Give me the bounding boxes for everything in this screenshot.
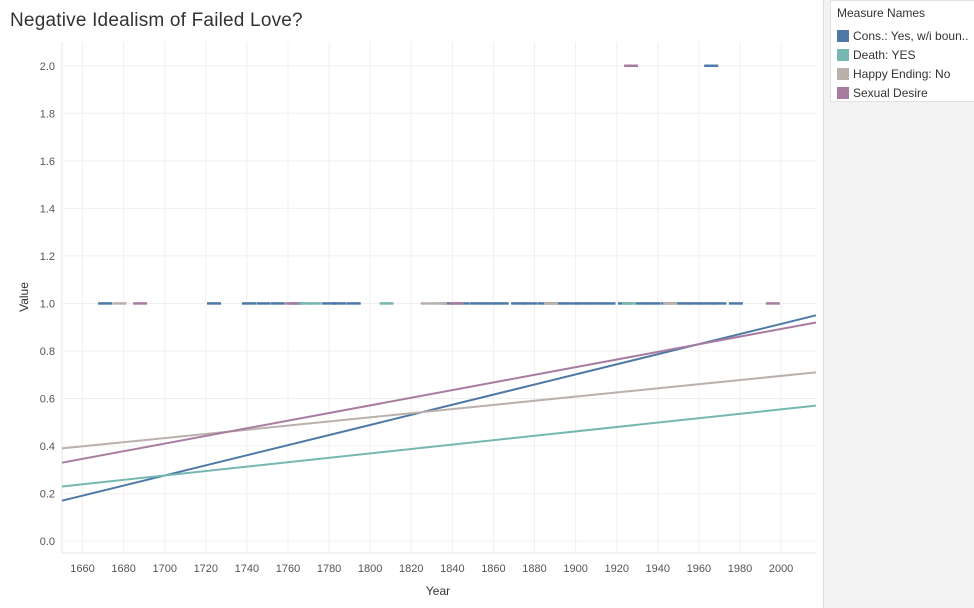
- y-tick-label: 1.2: [40, 251, 55, 263]
- x-tick-label: 1840: [440, 563, 464, 575]
- x-tick-label: 1880: [522, 563, 546, 575]
- legend-item-happy-ending[interactable]: Happy Ending: No: [837, 67, 974, 83]
- legend-title: Measure Names: [837, 6, 926, 20]
- x-tick-label: 1820: [399, 563, 423, 575]
- x-tick-label: 1940: [646, 563, 670, 575]
- y-tick-label: 1.6: [40, 156, 55, 168]
- chart-canvas: 1660 1680 1700 1720 1740 1760 1780 1800 1820 1840…: [17, 42, 817, 598]
- x-axis-label: Year: [426, 584, 450, 598]
- x-tick-label: 1680: [111, 563, 135, 575]
- y-tick-label: 2.0: [40, 61, 55, 73]
- plot-area: [62, 42, 816, 553]
- legend-swatch: [837, 49, 849, 61]
- x-tick-label: 1800: [358, 563, 382, 575]
- x-tick-label: 1920: [604, 563, 628, 575]
- x-tick-label: 1780: [317, 563, 341, 575]
- legend: Measure Names Cons.: Yes, w/i boun.. Dea…: [830, 0, 974, 102]
- legend-swatch: [837, 68, 849, 80]
- y-tick-label: 0.6: [40, 394, 55, 406]
- trend-line: [61, 404, 817, 488]
- y-tick-label: 1.0: [40, 298, 55, 310]
- legend-panel: Measure Names Cons.: Yes, w/i boun.. Dea…: [823, 0, 974, 608]
- x-tick-label: 1700: [152, 563, 176, 575]
- x-tick-label: 1900: [563, 563, 587, 575]
- x-tick-label: 1760: [276, 563, 300, 575]
- x-tick-label: 1660: [70, 563, 94, 575]
- y-tick-label: 1.8: [40, 108, 55, 120]
- legend-item-cons[interactable]: Cons.: Yes, w/i boun..: [837, 29, 974, 45]
- y-tick-label: 0.2: [40, 489, 55, 501]
- x-tick-label: 1860: [481, 563, 505, 575]
- y-tick-label: 0.0: [40, 536, 55, 548]
- legend-label: Happy Ending: No: [853, 67, 951, 81]
- x-tick-label: 2000: [769, 563, 793, 575]
- x-tick-label: 1740: [235, 563, 259, 575]
- legend-item-death[interactable]: Death: YES: [837, 48, 974, 64]
- y-tick-label: 0.4: [40, 441, 55, 453]
- y-axis-label: Value: [17, 282, 31, 312]
- legend-swatch: [837, 30, 849, 42]
- legend-label: Sexual Desire: [853, 86, 928, 100]
- y-tick-label: 1.4: [40, 203, 55, 215]
- x-tick-label: 1720: [194, 563, 218, 575]
- trend-line: [61, 371, 817, 450]
- legend-item-sexual-desire[interactable]: Sexual Desire: [837, 86, 974, 102]
- x-tick-label: 1980: [728, 563, 752, 575]
- y-tick-label: 0.8: [40, 346, 55, 358]
- legend-label: Cons.: Yes, w/i boun..: [853, 29, 969, 43]
- trend-line: [61, 321, 817, 464]
- chart-title: Negative Idealism of Failed Love?: [10, 10, 303, 31]
- legend-swatch: [837, 87, 849, 99]
- x-tick-label: 1960: [687, 563, 711, 575]
- legend-label: Death: YES: [853, 48, 916, 62]
